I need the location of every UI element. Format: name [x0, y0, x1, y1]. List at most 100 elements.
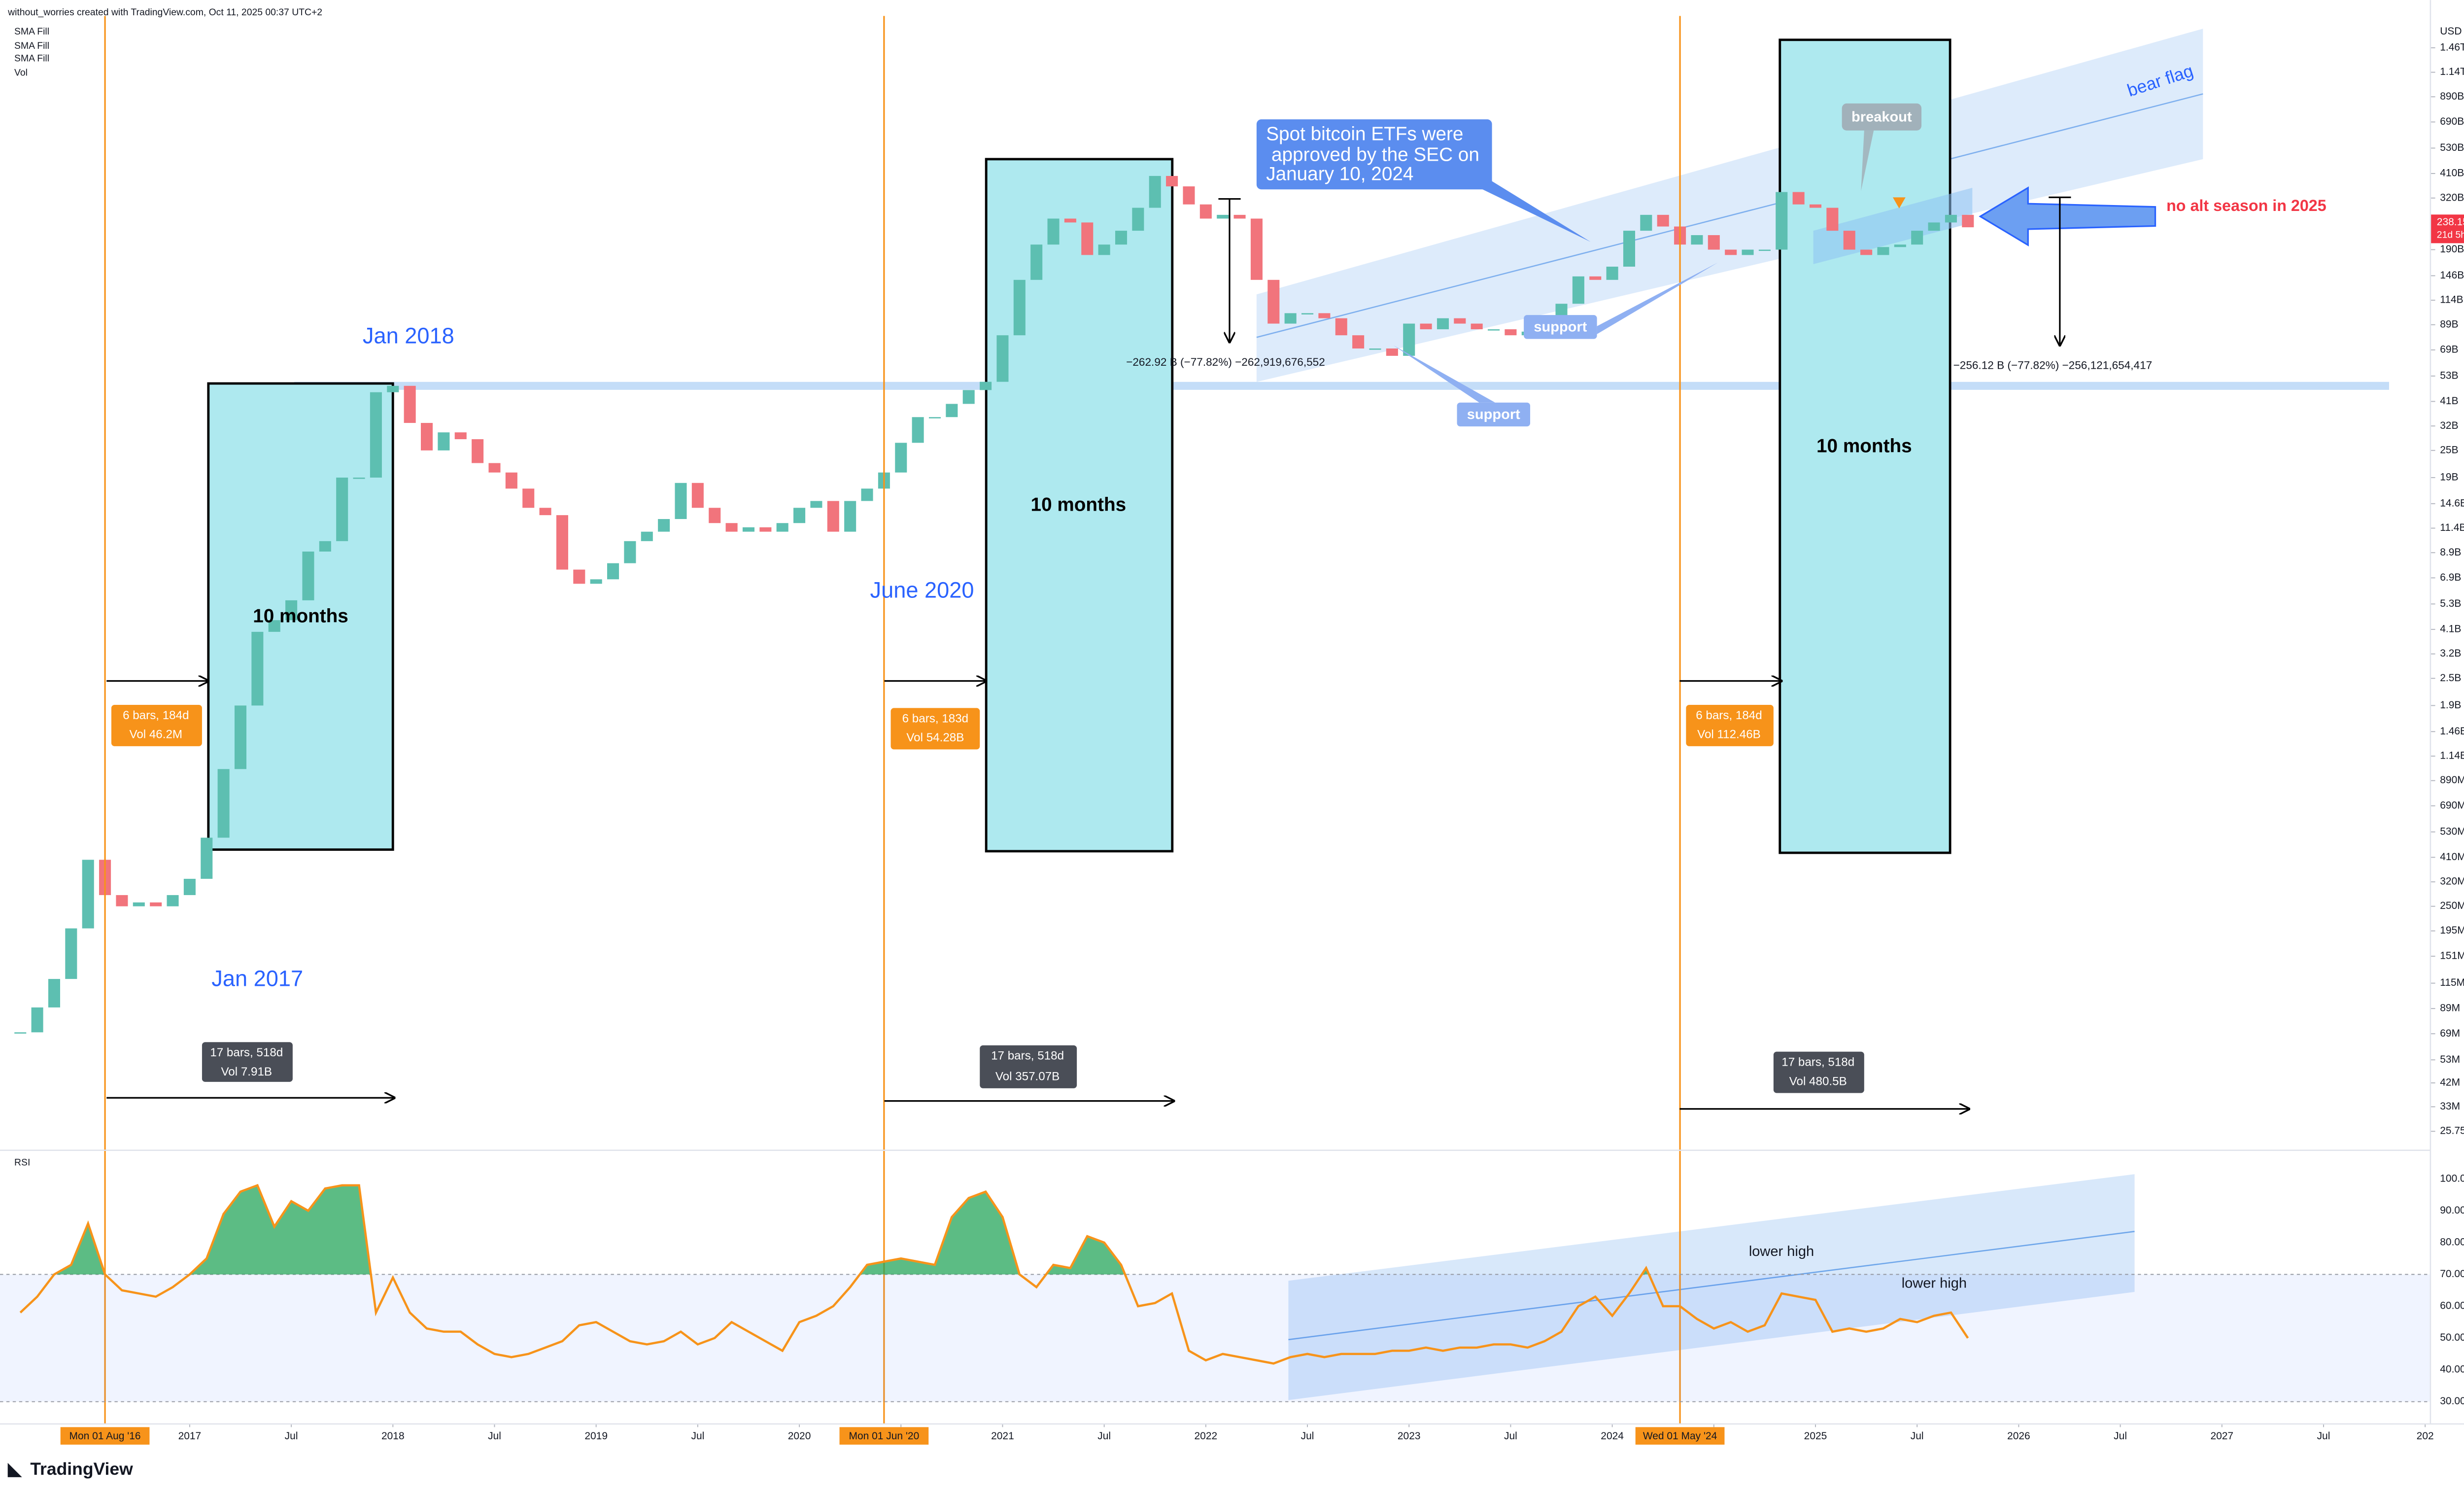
rsi-tick-label: 40.00 [2440, 1364, 2464, 1375]
measure-box [202, 1042, 293, 1082]
candle [1589, 276, 1602, 280]
candle [454, 432, 467, 440]
y-tick-label: 190B [2440, 243, 2464, 255]
date-badge [839, 1427, 929, 1445]
candle [980, 382, 992, 390]
rsi-title: RSI [14, 1157, 30, 1168]
candle [1369, 348, 1381, 350]
y-tick-label: 5.3B [2440, 598, 2461, 609]
candle [1047, 218, 1060, 245]
candle [1708, 235, 1720, 250]
annotation: lower high [1902, 1276, 1967, 1291]
rsi-channel-mid [1288, 1231, 2135, 1341]
marker [1892, 197, 1906, 208]
rsi-tick-label: 80.00 [2440, 1236, 2464, 1248]
annotation: no alt season in 2025 [2166, 197, 2327, 214]
x-tick-label: 202 [2417, 1430, 2434, 1442]
candle [759, 527, 772, 532]
credit: without_worries created with TradingView… [7, 7, 322, 18]
indicator-legend: SMA Fill [14, 53, 49, 64]
candle [1030, 244, 1043, 280]
candle [1183, 186, 1195, 205]
candle [1199, 204, 1212, 219]
candle [1403, 323, 1415, 356]
candle [65, 928, 77, 979]
measure-text: Vol 480.5B [1789, 1075, 1847, 1088]
y-tick-label: 33M [2440, 1101, 2460, 1112]
y-tick-label: 114B [2440, 294, 2463, 306]
candle [1488, 329, 1500, 331]
rsi-tick-label: 50.00 [2440, 1332, 2464, 1343]
annotation: June 2020 [870, 578, 974, 603]
candle [82, 860, 94, 929]
y-tick-label: 690B [2440, 116, 2464, 127]
rsi-tick-label: 30.00 [2440, 1395, 2464, 1407]
candle [810, 501, 822, 508]
candle [1640, 214, 1652, 231]
annotation: Jan 2017 [211, 966, 303, 991]
candle [793, 508, 806, 523]
candle [48, 979, 60, 1008]
candle [1606, 266, 1618, 280]
candle [167, 895, 179, 906]
annotation: 10 months [1031, 494, 1127, 516]
candle [1166, 175, 1178, 187]
indicator-legend: SMA Fill [14, 40, 49, 51]
x-tick-label: 2020 [788, 1430, 811, 1442]
candle [1420, 323, 1432, 330]
currency: USD [2440, 26, 2462, 37]
y-tick-label: 1.9B [2440, 699, 2461, 711]
measure-text: 17 bars, 518d [1781, 1056, 1854, 1069]
channel-midline [1256, 93, 2203, 338]
y-tick-label: 115M [2440, 977, 2464, 988]
candle [353, 477, 365, 479]
candle [1115, 231, 1128, 245]
candle [742, 527, 754, 532]
candle [438, 432, 450, 451]
candle [1318, 313, 1331, 318]
y-tick-label: 89B [2440, 318, 2458, 330]
candle [319, 541, 331, 552]
rsi-band [0, 1274, 2430, 1402]
rsi-overbought-fill [20, 1185, 1968, 1275]
candle [1335, 318, 1347, 336]
y-tick-label: 41B [2440, 395, 2458, 407]
drawdown-label: −256.12 B (−77.82%) −256,121,654,417 [1953, 359, 2153, 371]
y-tick-label: 320M [2440, 876, 2464, 887]
callout-text: January 10, 2024 [1266, 163, 1413, 184]
highlight-box [1779, 38, 1951, 854]
x-tick-label: 2025 [1804, 1430, 1827, 1442]
candle [624, 541, 636, 563]
x-tick-label: 2018 [381, 1430, 405, 1442]
candle [1064, 218, 1076, 223]
x-tick-label: 2027 [2210, 1430, 2233, 1442]
x-tick-label: Jul [691, 1430, 704, 1442]
candle [1776, 192, 1788, 250]
rsi-tick-label: 90.00 [2440, 1205, 2464, 1216]
badge [1524, 315, 1597, 339]
x-tick-label: 2026 [2007, 1430, 2030, 1442]
measure-box [980, 1045, 1077, 1088]
measure-box [1773, 1051, 1864, 1093]
date-badge-text: Mon 01 Aug '16 [69, 1430, 141, 1442]
y-tick-label: 53M [2440, 1054, 2460, 1065]
candle [556, 515, 568, 570]
big-arrow [1979, 186, 2156, 247]
candle [116, 895, 128, 906]
x-tick-label: Jul [285, 1430, 298, 1442]
measure-text: 6 bars, 183d [902, 712, 968, 725]
x-tick-label: 2019 [584, 1430, 608, 1442]
candle [1284, 313, 1297, 324]
candle [31, 1007, 43, 1033]
date-badge [1635, 1427, 1725, 1445]
candle [505, 472, 517, 489]
candle [1623, 231, 1636, 267]
candle [675, 483, 687, 520]
annotation: lower high [1749, 1244, 1814, 1259]
candle [133, 902, 145, 906]
date-badge [60, 1427, 150, 1445]
bear-flag-channel [1256, 29, 2203, 382]
